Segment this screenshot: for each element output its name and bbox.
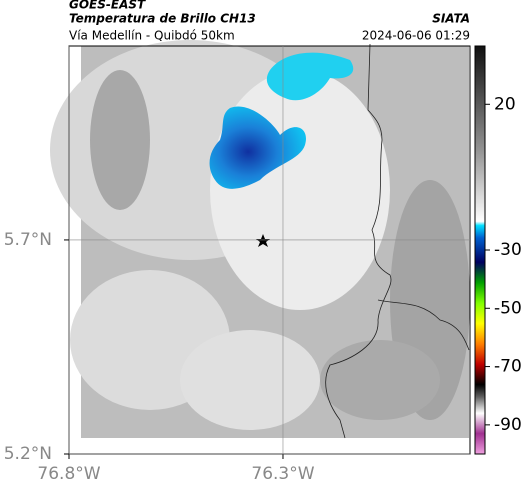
title: GOES-EAST	[69, 0, 146, 12]
colorbar-tick-label: -90	[494, 415, 522, 435]
x-tick-label: 76.3°W	[251, 464, 314, 484]
station-marker	[256, 234, 270, 247]
source: SIATA	[432, 12, 470, 26]
x-tick-label: 76.8°W	[37, 464, 100, 484]
map-axes: 76.8°W 76.3°W 5.7°N 5.2°N	[4, 46, 470, 484]
colorbar-tick-label: -50	[494, 298, 522, 318]
y-tick-label: 5.2°N	[4, 444, 52, 464]
colorbar-tick-label: -30	[494, 240, 522, 260]
y-tick-label: 5.7°N	[4, 230, 52, 250]
colorbar-ticks: 20 -30 -50 -70 -90	[485, 94, 522, 435]
colorbar	[474, 45, 486, 455]
colorbar-tick-label: 20	[494, 94, 516, 114]
colorbar-tick-label: -70	[494, 357, 522, 377]
datetime: 2024-06-06 01:29	[362, 29, 470, 43]
subtitle: Temperatura de Brillo CH13	[69, 12, 256, 26]
region: Vía Medellín - Quibdó 50km	[69, 29, 235, 43]
satellite-image	[50, 40, 470, 439]
